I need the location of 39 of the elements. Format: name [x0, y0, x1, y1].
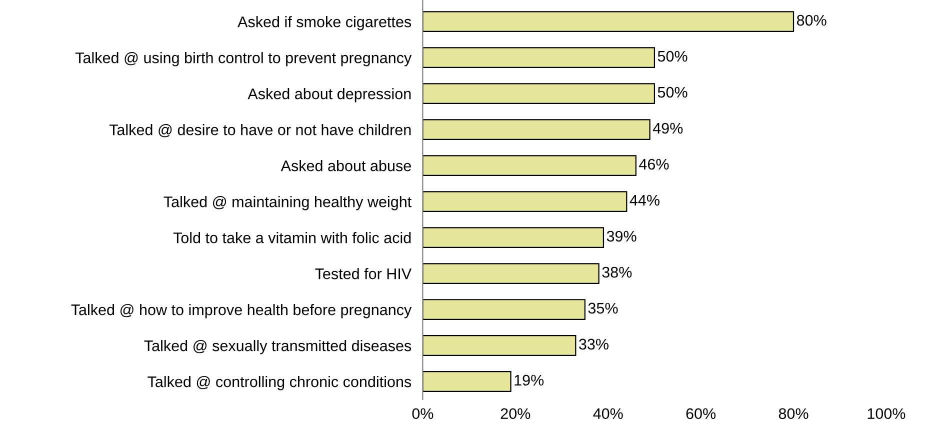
x-tick-label: 0%	[412, 408, 434, 420]
y-tick-label: Talked @ desire to have or not have children	[109, 124, 411, 138]
y-tick-label: Asked if smoke cigarettes	[238, 16, 412, 30]
data-label: 44%	[630, 194, 660, 206]
data-label: 39%	[606, 230, 636, 242]
x-tick-label: 40%	[593, 408, 623, 420]
data-label: 38%	[602, 266, 632, 278]
bar	[422, 47, 656, 68]
x-tick-label: 100%	[868, 408, 906, 420]
data-label: 49%	[652, 122, 683, 134]
data-label: 50%	[658, 50, 688, 62]
bar	[422, 11, 794, 32]
y-tick-label: Told to take a vitamin with folic acid	[173, 232, 411, 244]
y-tick-label: Asked about abuse	[280, 160, 411, 172]
bar	[422, 119, 650, 140]
bar	[422, 263, 600, 284]
y-tick-label: Asked about depression	[248, 88, 411, 102]
data-label: 35%	[588, 302, 618, 314]
y-tick-label: Talked @ maintaining healthy weight	[164, 196, 412, 210]
data-label: 19%	[514, 374, 544, 386]
data-label: 46%	[639, 158, 669, 170]
bar	[422, 371, 512, 392]
y-tick-label: Talked @ using birth control to prevent pregnancy	[75, 52, 412, 66]
y-tick-label: Talked @ how to improve health before pregnancy	[71, 304, 412, 318]
bar	[422, 299, 586, 320]
y-tick-label: Tested for HIV	[315, 268, 412, 280]
bar	[422, 227, 604, 248]
y-tick-label: Talked @ sexually transmitted diseases	[144, 340, 412, 354]
x-tick-label: 20%	[500, 408, 530, 420]
bar	[422, 191, 628, 212]
data-label: 50%	[658, 86, 688, 98]
data-label: 33%	[579, 338, 608, 350]
bar	[422, 335, 576, 356]
data-label: 80%	[796, 14, 826, 26]
bar	[422, 155, 636, 176]
x-tick-label: 60%	[686, 408, 716, 420]
y-tick-label: Talked @ controlling chronic conditions	[148, 376, 412, 390]
bar	[422, 83, 656, 104]
x-tick-label: 80%	[778, 408, 808, 420]
